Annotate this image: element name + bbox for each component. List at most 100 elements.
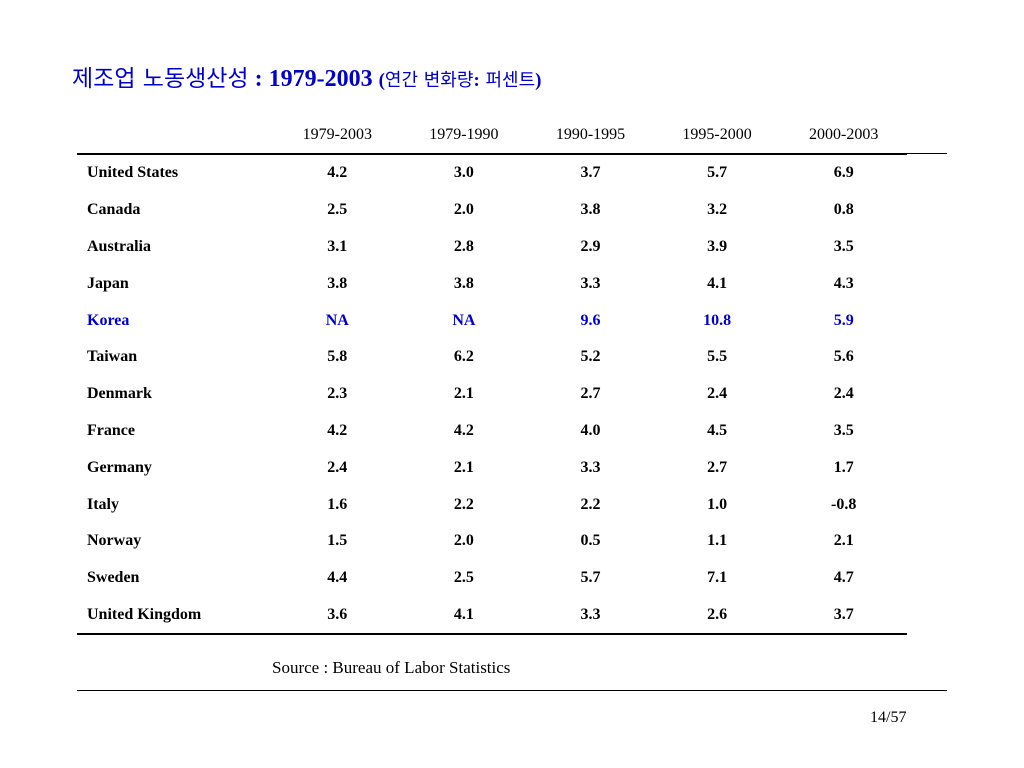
value-cell: 1.5 — [327, 532, 348, 550]
source-note: Source : Bureau of Labor Statistics — [272, 658, 511, 677]
table-row: France 4.2 4.2 4.0 4.5 3.5 — [77, 413, 907, 450]
value-cell: 2.7 — [580, 385, 601, 403]
value-cell: 4.1 — [400, 596, 528, 636]
value-cell: 9.6 — [580, 311, 601, 329]
value-cell: 3.3 — [580, 458, 601, 476]
table-row: Korea NA NA 9.6 10.8 5.9 — [77, 302, 907, 339]
value-cell: 3.6 — [274, 596, 401, 636]
title-paren-open: ( — [378, 70, 385, 91]
value-cell: NA — [452, 311, 476, 329]
value-cell: 4.4 — [327, 569, 348, 587]
value-cell: 2.1 — [833, 532, 854, 550]
value-cell: 2.1 — [453, 458, 474, 476]
value-cell: 3.3 — [580, 274, 601, 292]
table-row: Sweden 4.4 2.5 5.7 7.1 4.7 — [77, 560, 907, 597]
productivity-table: 1979-2003 1979-1990 1990-1995 1995-2000 … — [77, 117, 907, 636]
value-cell: 6.2 — [453, 348, 474, 366]
value-cell: 3.0 — [453, 164, 474, 182]
column-header: 1979-2003 — [274, 117, 401, 155]
table-row: Australia 3.1 2.8 2.9 3.9 3.5 — [77, 229, 907, 266]
column-header: 2000-2003 — [780, 117, 907, 155]
page-number: 14/57 — [870, 709, 907, 726]
value-cell: 2.5 — [327, 201, 348, 219]
value-cell: 4.7 — [833, 569, 854, 587]
table-row: Canada 2.5 2.0 3.8 3.2 0.8 — [77, 192, 907, 229]
column-header: 1979-1990 — [400, 117, 528, 155]
value-cell: 4.5 — [707, 421, 728, 439]
value-cell: 3.7 — [580, 164, 601, 182]
value-cell: 3.2 — [707, 201, 728, 219]
column-header-country — [77, 117, 274, 155]
country-cell: United States — [87, 164, 179, 182]
country-cell: Sweden — [87, 569, 140, 587]
title-subtitle-unit: 퍼센트 — [479, 70, 536, 91]
value-cell: 5.9 — [833, 311, 854, 329]
country-cell: Germany — [87, 458, 152, 476]
table-body: United States 4.2 3.0 3.7 5.7 6.9 Canada 2.5 2.0… — [77, 154, 907, 636]
value-cell: 2.4 — [327, 458, 348, 476]
value-cell: -0.8 — [831, 495, 857, 513]
value-cell: 6.9 — [833, 164, 854, 182]
value-cell: 2.3 — [327, 385, 348, 403]
title-paren-close: ) — [535, 70, 542, 91]
value-cell: 4.2 — [453, 421, 474, 439]
title-years: : 1979-2003 — [248, 66, 379, 92]
value-cell: 1.1 — [707, 532, 728, 550]
value-cell: 4.0 — [580, 421, 601, 439]
country-cell: Australia — [87, 237, 151, 255]
value-cell: 2.7 — [707, 458, 728, 476]
country-cell: Norway — [87, 532, 142, 550]
table-row: Norway 1.5 2.0 0.5 1.1 2.1 — [77, 523, 907, 560]
productivity-table-container: 1979-2003 1979-1990 1990-1995 1995-2000 … — [77, 117, 907, 636]
value-cell: 3.5 — [833, 237, 854, 255]
country-cell: Japan — [87, 274, 129, 292]
value-cell: NA — [325, 311, 349, 329]
table-header-row: 1979-2003 1979-1990 1990-1995 1995-2000 … — [77, 117, 907, 155]
value-cell: 2.0 — [453, 532, 474, 550]
value-cell: 2.1 — [453, 385, 474, 403]
column-header: 1990-1995 — [527, 117, 654, 155]
value-cell: 7.1 — [707, 569, 728, 587]
country-cell: Taiwan — [87, 348, 138, 366]
value-cell: 0.5 — [580, 532, 601, 550]
value-cell: 2.9 — [580, 237, 601, 255]
value-cell: 5.2 — [580, 348, 601, 366]
value-cell: 5.5 — [707, 348, 728, 366]
value-cell: 2.4 — [833, 385, 854, 403]
value-cell: 5.8 — [327, 348, 348, 366]
value-cell: 2.6 — [653, 596, 781, 636]
country-cell: Italy — [87, 495, 119, 513]
value-cell: 3.1 — [327, 237, 348, 255]
header-rule-extension — [905, 153, 947, 154]
value-cell: 2.2 — [453, 495, 474, 513]
table-row: United States 4.2 3.0 3.7 5.7 6.9 — [77, 154, 907, 192]
value-cell: 4.2 — [327, 164, 348, 182]
title-subtitle-colon: : — [473, 70, 480, 91]
table-row: Italy 1.6 2.2 2.2 1.0 -0.8 — [77, 486, 907, 523]
table-row: Germany 2.4 2.1 3.3 2.7 1.7 — [77, 449, 907, 486]
value-cell: 2.5 — [453, 569, 474, 587]
title-subtitle-korean: 연간 변화량 — [384, 70, 474, 91]
table-row: Denmark 2.3 2.1 2.7 2.4 2.4 — [77, 376, 907, 413]
table-row: United Kingdom 3.6 4.1 3.3 2.6 3.7 — [77, 596, 907, 636]
value-cell: 5.7 — [580, 569, 601, 587]
country-cell: Canada — [87, 201, 141, 219]
value-cell: 3.8 — [453, 274, 474, 292]
value-cell: 5.7 — [707, 164, 728, 182]
value-cell: 3.9 — [707, 237, 728, 255]
value-cell: 3.8 — [327, 274, 348, 292]
country-cell: France — [87, 421, 135, 439]
value-cell: 1.6 — [327, 495, 348, 513]
value-cell: 2.0 — [453, 201, 474, 219]
country-cell: Denmark — [87, 385, 152, 403]
value-cell: 3.7 — [780, 596, 907, 636]
column-header: 1995-2000 — [653, 117, 781, 155]
country-cell: United Kingdom — [77, 596, 274, 636]
title-korean: 제조업 노동생산성 — [72, 66, 249, 92]
table-row: Taiwan 5.8 6.2 5.2 5.5 5.6 — [77, 339, 907, 376]
value-cell: 2.4 — [707, 385, 728, 403]
value-cell: 10.8 — [703, 311, 732, 329]
table-row: Japan 3.8 3.8 3.3 4.1 4.3 — [77, 265, 907, 302]
value-cell: 2.2 — [580, 495, 601, 513]
value-cell: 5.6 — [833, 348, 854, 366]
